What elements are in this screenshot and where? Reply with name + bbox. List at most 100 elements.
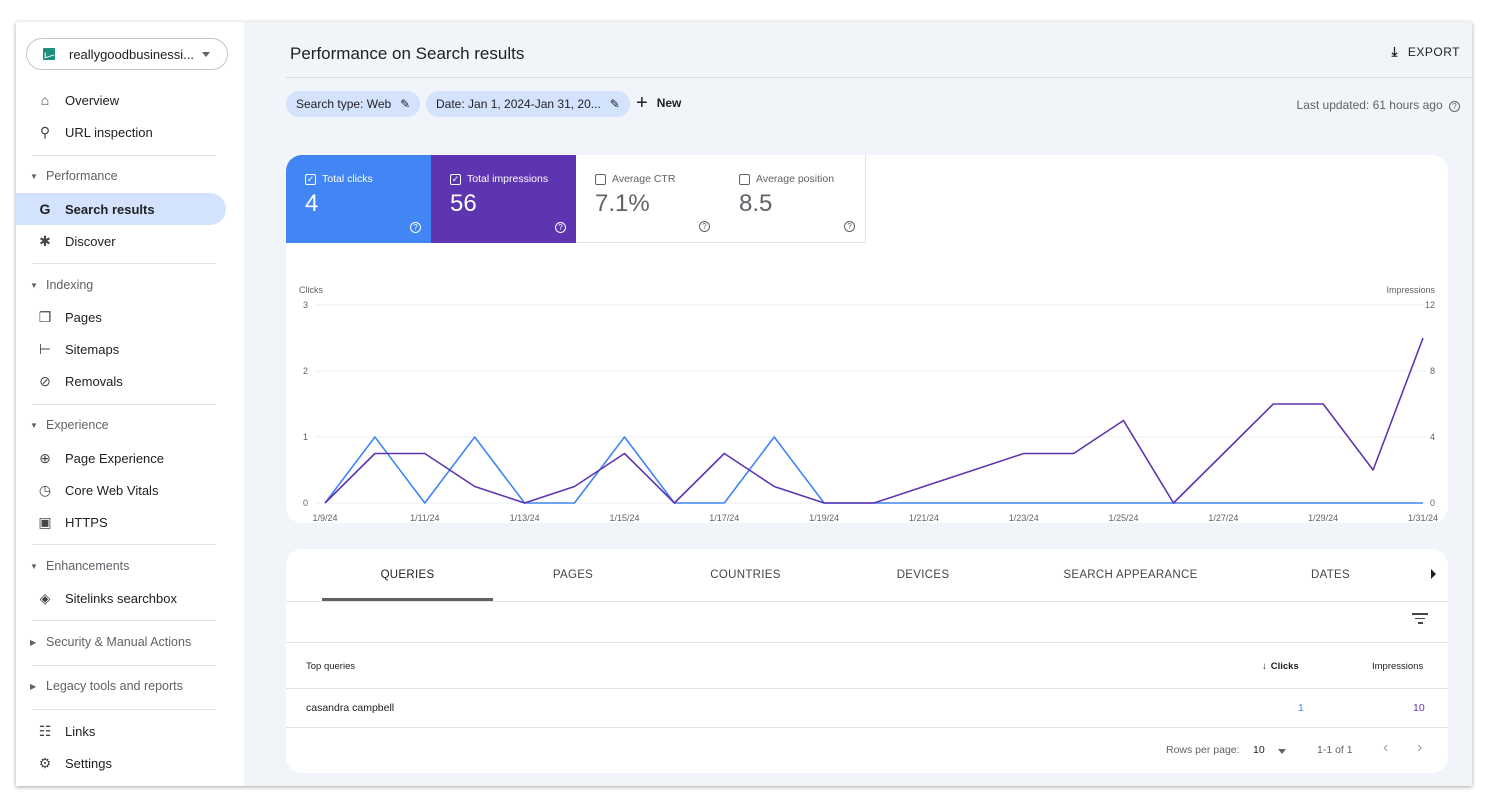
x-tick-label: 1/9/24 (312, 513, 337, 523)
sidebar-item-discover[interactable]: ✱ Discover (16, 225, 226, 257)
divider (32, 404, 216, 405)
sidebar-item-url-inspection[interactable]: ⚲ URL inspection (16, 116, 226, 148)
checkbox-unchecked-icon[interactable] (739, 173, 750, 185)
metric-label: Total clicks (322, 173, 373, 185)
x-tick-label: 1/27/24 (1208, 513, 1238, 523)
metric-label: Average CTR (612, 173, 676, 185)
divider (32, 709, 216, 710)
section-label: Legacy tools and reports (46, 679, 183, 693)
section-legacy[interactable]: ▶ Legacy tools and reports (16, 675, 226, 697)
metric-label: Total impressions (467, 173, 549, 185)
metric-value: 4 (305, 190, 319, 217)
export-button[interactable]: ⤓ EXPORT (1392, 44, 1460, 60)
divider (286, 77, 1472, 78)
pages-icon: ❐ (38, 308, 52, 325)
sidebar-item-https[interactable]: ▣ HTTPS (16, 506, 226, 538)
next-page-icon[interactable]: › (1417, 739, 1423, 756)
tab-dates[interactable]: DATES (1311, 569, 1350, 581)
checkbox-unchecked-icon[interactable] (595, 173, 606, 185)
sidebar-item-page-experience[interactable]: ⊕ Page Experience (16, 442, 226, 474)
sidebar-item-label: Page Experience (65, 450, 165, 466)
y-axis-left-label: Clicks (299, 285, 323, 295)
previous-page-icon[interactable]: ‹ (1383, 739, 1389, 756)
new-filter-button[interactable]: + New (636, 92, 682, 114)
checkbox-checked-icon[interactable]: ✓ (305, 173, 316, 185)
section-experience[interactable]: ▼ Experience (16, 414, 226, 436)
help-icon[interactable]: ? (699, 221, 710, 232)
new-label: New (656, 96, 682, 110)
metric-label: Average position (756, 173, 835, 185)
search-type-chip[interactable]: Search type: Web ✎ (286, 91, 421, 117)
sitemap-icon: ⊢ (38, 340, 52, 357)
tab-search-appearance[interactable]: SEARCH APPEARANCE (1063, 569, 1198, 581)
sidebar-item-links[interactable]: ☷ Links (16, 715, 226, 747)
scroll-right-arrow-icon[interactable] (1431, 569, 1436, 579)
metric-total-impressions[interactable]: ✓ Total impressions 56 ? (431, 155, 576, 243)
sidebar-item-overview[interactable]: ⌂ Overview (16, 84, 226, 116)
section-indexing[interactable]: ▼ Indexing (16, 274, 226, 296)
sidebar-item-settings[interactable]: ⚙ Settings (16, 747, 226, 779)
sidebar-item-label: Removals (65, 373, 123, 389)
x-tick-label: 1/13/24 (510, 513, 540, 523)
sidebar-item-search-results[interactable]: G Search results (16, 193, 226, 225)
add-circle-icon: ⊕ (39, 449, 51, 466)
checkbox-checked-icon[interactable]: ✓ (450, 173, 461, 185)
section-label: Enhancements (46, 559, 130, 573)
x-tick-label: 1/19/24 (809, 513, 839, 523)
plus-icon: + (636, 92, 648, 114)
help-icon[interactable]: ? (1449, 101, 1460, 112)
divider (32, 544, 216, 545)
date-chip[interactable]: Date: Jan 1, 2024-Jan 31, 20... ✎ (426, 91, 630, 117)
table-row-query[interactable]: casandra campbell (306, 702, 395, 714)
metric-average-ctr[interactable]: Average CTR 7.1% ? (576, 155, 721, 243)
divider (32, 155, 216, 156)
sidebar-item-label: Overview (65, 92, 120, 108)
sidebar-item-label: HTTPS (65, 514, 108, 530)
divider (32, 620, 216, 621)
google-g-icon: G (39, 201, 51, 217)
sidebar-item-core-web-vitals[interactable]: ◷ Core Web Vitals (16, 474, 226, 506)
tab-pages[interactable]: PAGES (552, 569, 594, 581)
tab-devices[interactable]: DEVICES (896, 569, 950, 581)
links-tree-icon: ☷ (38, 722, 52, 739)
collapse-triangle-icon: ▼ (30, 171, 38, 181)
property-selector[interactable]: reallygoodbusinessi... (26, 38, 228, 70)
sidebar-item-label: Core Web Vitals (65, 482, 159, 498)
column-header-query[interactable]: Top queries (306, 661, 356, 672)
metric-total-clicks[interactable]: ✓ Total clicks 4 ? (286, 155, 431, 243)
rows-per-page-label: Rows per page: (1166, 744, 1240, 756)
lock-icon: ▣ (38, 513, 52, 530)
y-tick-left: 3 (303, 300, 308, 310)
section-performance[interactable]: ▼ Performance (16, 165, 226, 187)
last-updated-text: Last updated: 61 hours ago ? (1297, 98, 1460, 112)
tab-countries[interactable]: COUNTRIES (710, 569, 781, 581)
section-enhancements[interactable]: ▼ Enhancements (16, 555, 226, 577)
sidebar-item-pages[interactable]: ❐ Pages (16, 301, 226, 333)
column-header-clicks[interactable]: ↓ Clicks (1262, 661, 1299, 672)
performance-chart-card: ✓ Total clicks 4 ? ✓ Total impressions 56 … (286, 155, 1448, 523)
sidebar: reallygoodbusinessi... ⌂ Overview ⚲ URL … (16, 22, 244, 786)
x-tick-label: 1/15/24 (609, 513, 639, 523)
metric-value: 8.5 (739, 190, 773, 217)
column-header-impressions[interactable]: Impressions (1372, 661, 1424, 672)
y-tick-right: 12 (1425, 300, 1435, 310)
sidebar-item-sitelinks-searchbox[interactable]: ◈ Sitelinks searchbox (16, 582, 226, 614)
sidebar-item-sitemaps[interactable]: ⊢ Sitemaps (16, 333, 226, 365)
gear-icon: ⚙ (38, 754, 52, 771)
metric-average-position[interactable]: Average position 8.5 ? (720, 155, 866, 243)
sidebar-item-removals[interactable]: ⊘ Removals (16, 365, 226, 397)
collapse-triangle-icon: ▼ (30, 280, 38, 290)
section-security[interactable]: ▶ Security & Manual Actions (16, 631, 226, 653)
y-tick-right: 0 (1430, 498, 1435, 508)
rows-per-page-select[interactable]: 10 (1253, 744, 1265, 756)
filter-icon[interactable] (1412, 613, 1428, 625)
tab-queries[interactable]: QUERIES (380, 569, 435, 581)
edit-icon: ✎ (609, 97, 620, 111)
help-icon[interactable]: ? (844, 221, 855, 232)
export-label: EXPORT (1407, 45, 1460, 59)
help-icon[interactable]: ? (410, 222, 421, 233)
series-line-clicks (324, 436, 1423, 504)
help-icon[interactable]: ? (555, 222, 566, 233)
caret-down-icon[interactable] (1278, 749, 1286, 754)
